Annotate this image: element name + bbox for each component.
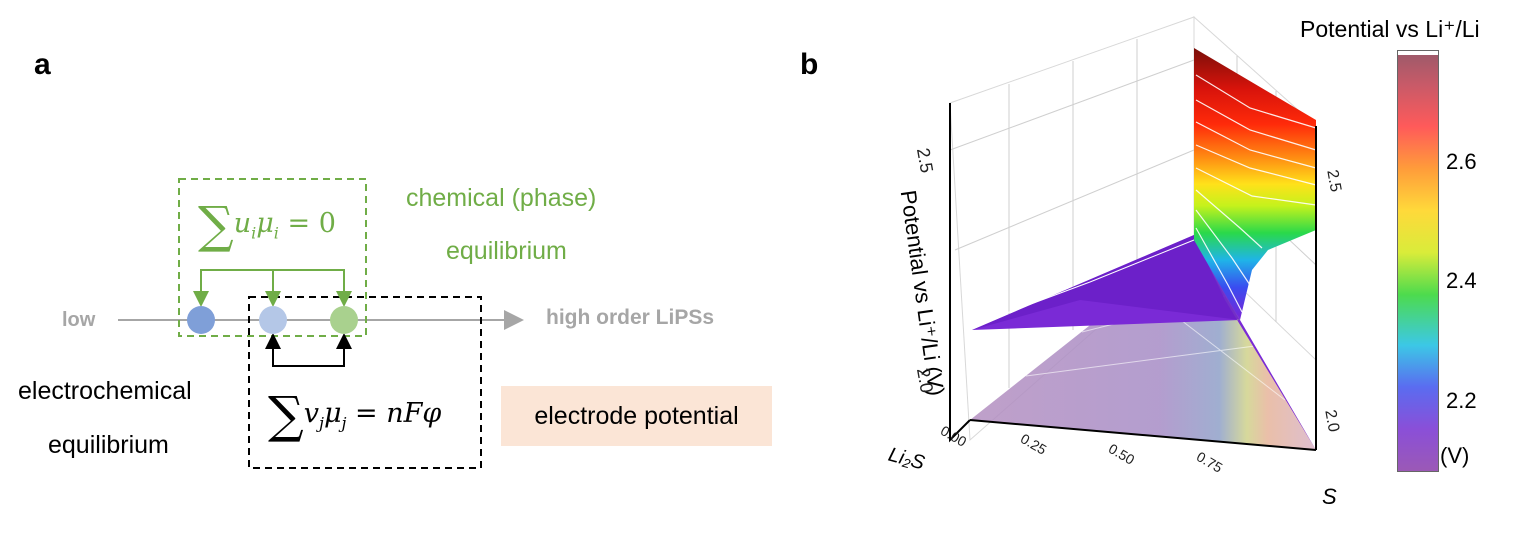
floor-projection <box>970 243 1316 450</box>
axis-edges <box>949 103 971 443</box>
node-mid <box>259 306 287 334</box>
low-label: low <box>62 309 96 331</box>
electrochemical-line1: electrochemical <box>18 377 192 405</box>
s-axis-label: S <box>1322 484 1337 509</box>
colorbar-tick-2-4: 2.4 <box>1446 268 1477 293</box>
panel-a-label: a <box>34 48 51 81</box>
electrode-potential-label: electrode potential <box>534 402 739 430</box>
chemical-equilibrium-line1: chemical (phase) <box>406 184 597 212</box>
colorbar-title: Potential vs Li⁺/Li <box>1300 16 1480 42</box>
colorbar-unit: (V) <box>1440 443 1470 468</box>
node-low <box>187 306 215 334</box>
right-z-tick-2-5: 2.5 <box>1323 168 1344 194</box>
electrode-potential-box: electrode potential <box>501 386 772 446</box>
colorbar-tick-2-6: 2.6 <box>1446 149 1477 174</box>
z-tick-2-0: 2.0 <box>912 366 938 395</box>
node-high <box>330 306 358 334</box>
electrochemical-equilibrium-box <box>248 296 482 469</box>
electrochemical-line2: equilibrium <box>48 431 169 459</box>
panel-a-diagram <box>118 178 524 469</box>
electrochemical-equation: ∑vjμj = nFφ <box>268 386 442 444</box>
high-order-label: high order LiPSs <box>546 306 715 329</box>
colorbar <box>1397 50 1439 472</box>
colorbar-tick-2-2: 2.2 <box>1446 388 1477 413</box>
chemical-equilibrium-line2: equilibrium <box>446 237 567 265</box>
right-z-tick-2-0: 2.0 <box>1321 408 1342 434</box>
black-connector <box>272 346 345 367</box>
colorbar-gradient <box>1398 51 1438 471</box>
chemical-equation: ∑uiμi = 0 <box>198 196 336 254</box>
z-tick-2-5: 2.5 <box>912 146 938 175</box>
panel-b-label: b <box>800 48 819 81</box>
